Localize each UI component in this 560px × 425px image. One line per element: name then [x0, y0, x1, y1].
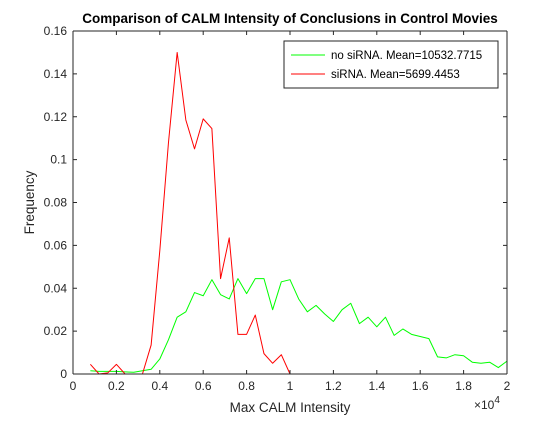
- x-axis-exponent: ×104: [474, 395, 500, 412]
- svg-text:×104: ×104: [474, 395, 500, 412]
- x-exponent-power: 4: [494, 395, 500, 406]
- y-tick-label: 0.08: [44, 196, 68, 210]
- x-tick-label: 0.4: [151, 379, 168, 393]
- y-tick-label: 0: [60, 367, 67, 381]
- x-tick-label: 1.8: [455, 379, 472, 393]
- y-tick-label: 0.02: [44, 324, 68, 338]
- x-ticks: 0 0.2 0.4 0.6 0.8 1 1.2 1.4 1.6 1.8 2: [70, 31, 511, 393]
- y-ticks: 0 0.02 0.04 0.06 0.08 0.1 0.12 0.14 0.16: [44, 24, 507, 381]
- x-exponent-base: ×10: [474, 398, 495, 412]
- x-tick-label: 1: [287, 379, 294, 393]
- series-layer: [89, 51, 508, 375]
- legend-box: [283, 40, 499, 89]
- legend: no siRNA. Mean=10532.7715 siRNA. Mean=569…: [283, 40, 499, 89]
- x-tick-label: 1.4: [368, 379, 385, 393]
- y-tick-label: 0.14: [44, 67, 68, 81]
- legend-label-2: siRNA. Mean=5699.4453: [331, 69, 460, 81]
- y-tick-label: 0.16: [44, 24, 68, 38]
- y-tick-label: 0.1: [50, 153, 67, 167]
- y-tick-label: 0.06: [44, 238, 68, 252]
- y-axis-label: Frequency: [22, 170, 37, 234]
- x-tick-label: 0.2: [108, 379, 125, 393]
- x-tick-label: 1.6: [412, 379, 429, 393]
- series-line-2: [89, 51, 291, 375]
- x-tick-label: 1.2: [325, 379, 342, 393]
- y-tick-label: 0.12: [44, 110, 68, 124]
- y-tick-label: 0.04: [44, 281, 68, 295]
- legend-entries: no siRNA. Mean=10532.7715 siRNA. Mean=569…: [291, 50, 482, 81]
- series-line-1: [90, 278, 508, 373]
- x-tick-label: 2: [504, 379, 511, 393]
- x-tick-label: 0: [70, 379, 77, 393]
- x-axis-label: Max CALM Intensity: [230, 400, 351, 415]
- x-tick-label: 0.8: [238, 379, 255, 393]
- chart-title: Comparison of CALM Intensity of Conclusi…: [82, 11, 498, 26]
- legend-label-1: no siRNA. Mean=10532.7715: [331, 50, 482, 62]
- x-tick-label: 0.6: [195, 379, 212, 393]
